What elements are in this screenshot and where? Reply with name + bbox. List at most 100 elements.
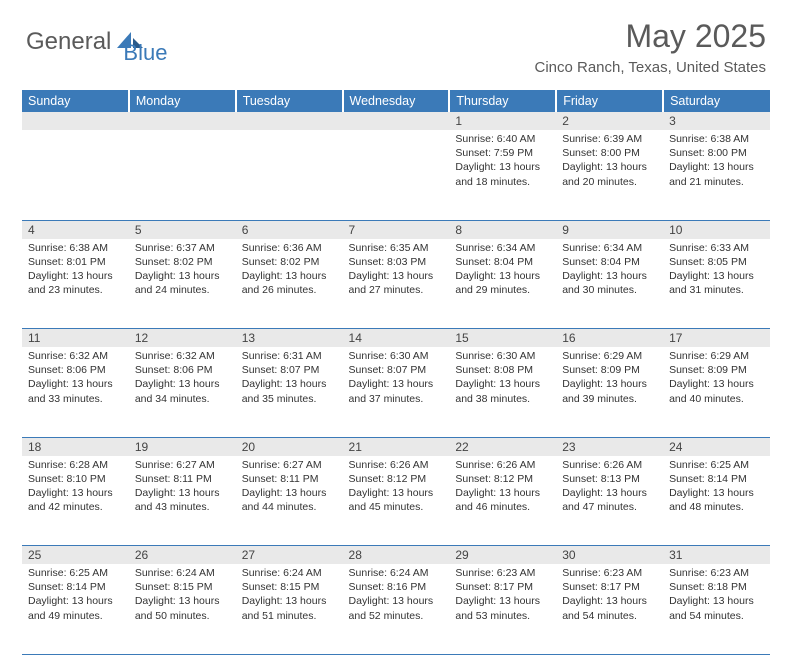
- sunset-line: Sunset: 8:09 PM: [669, 363, 764, 377]
- sunrise-line: Sunrise: 6:31 AM: [242, 349, 337, 363]
- daylight-line: Daylight: 13 hours and 40 minutes.: [669, 377, 764, 405]
- sunrise-line: Sunrise: 6:24 AM: [242, 566, 337, 580]
- day-content-cell: Sunrise: 6:39 AMSunset: 8:00 PMDaylight:…: [556, 130, 663, 220]
- sunset-line: Sunset: 7:59 PM: [455, 146, 550, 160]
- day-number-cell: 13: [236, 329, 343, 348]
- sunset-line: Sunset: 8:11 PM: [242, 472, 337, 486]
- sunrise-line: Sunrise: 6:26 AM: [349, 458, 444, 472]
- sunrise-line: Sunrise: 6:25 AM: [669, 458, 764, 472]
- day-content-cell: [22, 130, 129, 220]
- daylight-line: Daylight: 13 hours and 45 minutes.: [349, 486, 444, 514]
- month-title: May 2025: [534, 18, 766, 55]
- sunset-line: Sunset: 8:05 PM: [669, 255, 764, 269]
- sunrise-line: Sunrise: 6:34 AM: [455, 241, 550, 255]
- weekday-header: Sunday: [22, 90, 129, 112]
- day-details: Sunrise: 6:25 AMSunset: 8:14 PMDaylight:…: [663, 456, 770, 519]
- title-block: May 2025 Cinco Ranch, Texas, United Stat…: [534, 18, 766, 76]
- sunset-line: Sunset: 8:01 PM: [28, 255, 123, 269]
- daylight-line: Daylight: 13 hours and 46 minutes.: [455, 486, 550, 514]
- day-content-cell: Sunrise: 6:34 AMSunset: 8:04 PMDaylight:…: [556, 239, 663, 329]
- day-content-cell: Sunrise: 6:25 AMSunset: 8:14 PMDaylight:…: [663, 456, 770, 546]
- day-number-cell: 19: [129, 437, 236, 456]
- sunrise-line: Sunrise: 6:26 AM: [455, 458, 550, 472]
- day-number-cell: 20: [236, 437, 343, 456]
- day-content-cell: Sunrise: 6:34 AMSunset: 8:04 PMDaylight:…: [449, 239, 556, 329]
- day-details: Sunrise: 6:26 AMSunset: 8:13 PMDaylight:…: [556, 456, 663, 519]
- day-content-cell: Sunrise: 6:23 AMSunset: 8:17 PMDaylight:…: [556, 564, 663, 654]
- day-number-cell: 17: [663, 329, 770, 348]
- sunrise-line: Sunrise: 6:29 AM: [562, 349, 657, 363]
- day-number-cell: 2: [556, 112, 663, 130]
- sunrise-line: Sunrise: 6:38 AM: [669, 132, 764, 146]
- day-content-cell: Sunrise: 6:32 AMSunset: 8:06 PMDaylight:…: [129, 347, 236, 437]
- sunset-line: Sunset: 8:14 PM: [669, 472, 764, 486]
- sunrise-line: Sunrise: 6:23 AM: [562, 566, 657, 580]
- daylight-line: Daylight: 13 hours and 31 minutes.: [669, 269, 764, 297]
- day-number-cell: 12: [129, 329, 236, 348]
- weekday-header: Friday: [556, 90, 663, 112]
- day-details: Sunrise: 6:23 AMSunset: 8:17 PMDaylight:…: [449, 564, 556, 627]
- weekday-header: Saturday: [663, 90, 770, 112]
- daylight-line: Daylight: 13 hours and 27 minutes.: [349, 269, 444, 297]
- sunset-line: Sunset: 8:02 PM: [242, 255, 337, 269]
- day-details: Sunrise: 6:25 AMSunset: 8:14 PMDaylight:…: [22, 564, 129, 627]
- daylight-line: Daylight: 13 hours and 51 minutes.: [242, 594, 337, 622]
- sunset-line: Sunset: 8:10 PM: [28, 472, 123, 486]
- sunrise-line: Sunrise: 6:27 AM: [135, 458, 230, 472]
- sunrise-line: Sunrise: 6:35 AM: [349, 241, 444, 255]
- sunrise-line: Sunrise: 6:32 AM: [135, 349, 230, 363]
- sunset-line: Sunset: 8:17 PM: [562, 580, 657, 594]
- day-content-cell: Sunrise: 6:26 AMSunset: 8:13 PMDaylight:…: [556, 456, 663, 546]
- daylight-line: Daylight: 13 hours and 43 minutes.: [135, 486, 230, 514]
- daylight-line: Daylight: 13 hours and 29 minutes.: [455, 269, 550, 297]
- sunset-line: Sunset: 8:02 PM: [135, 255, 230, 269]
- day-content-cell: Sunrise: 6:24 AMSunset: 8:15 PMDaylight:…: [129, 564, 236, 654]
- day-number-cell: 31: [663, 546, 770, 565]
- daylight-line: Daylight: 13 hours and 21 minutes.: [669, 160, 764, 188]
- sunrise-line: Sunrise: 6:29 AM: [669, 349, 764, 363]
- day-details: Sunrise: 6:33 AMSunset: 8:05 PMDaylight:…: [663, 239, 770, 302]
- calendar-table: SundayMondayTuesdayWednesdayThursdayFrid…: [22, 90, 770, 655]
- day-content-cell: Sunrise: 6:23 AMSunset: 8:18 PMDaylight:…: [663, 564, 770, 654]
- day-number-cell: 7: [343, 220, 450, 239]
- day-content-cell: Sunrise: 6:33 AMSunset: 8:05 PMDaylight:…: [663, 239, 770, 329]
- daylight-line: Daylight: 13 hours and 26 minutes.: [242, 269, 337, 297]
- sunset-line: Sunset: 8:03 PM: [349, 255, 444, 269]
- header: General Blue May 2025 Cinco Ranch, Texas…: [0, 0, 792, 84]
- sunrise-line: Sunrise: 6:30 AM: [349, 349, 444, 363]
- location-text: Cinco Ranch, Texas, United States: [534, 59, 766, 76]
- weekday-header: Wednesday: [343, 90, 450, 112]
- sunset-line: Sunset: 8:07 PM: [349, 363, 444, 377]
- daylight-line: Daylight: 13 hours and 50 minutes.: [135, 594, 230, 622]
- sunset-line: Sunset: 8:00 PM: [669, 146, 764, 160]
- day-details: Sunrise: 6:24 AMSunset: 8:16 PMDaylight:…: [343, 564, 450, 627]
- sunrise-line: Sunrise: 6:40 AM: [455, 132, 550, 146]
- sunset-line: Sunset: 8:07 PM: [242, 363, 337, 377]
- day-number-cell: [129, 112, 236, 130]
- sunrise-line: Sunrise: 6:27 AM: [242, 458, 337, 472]
- day-content-cell: Sunrise: 6:24 AMSunset: 8:16 PMDaylight:…: [343, 564, 450, 654]
- sunrise-line: Sunrise: 6:26 AM: [562, 458, 657, 472]
- sunrise-line: Sunrise: 6:28 AM: [28, 458, 123, 472]
- sunset-line: Sunset: 8:15 PM: [242, 580, 337, 594]
- sunset-line: Sunset: 8:13 PM: [562, 472, 657, 486]
- sunrise-line: Sunrise: 6:24 AM: [349, 566, 444, 580]
- day-number-cell: 8: [449, 220, 556, 239]
- day-content-cell: Sunrise: 6:36 AMSunset: 8:02 PMDaylight:…: [236, 239, 343, 329]
- sunset-line: Sunset: 8:06 PM: [135, 363, 230, 377]
- day-number-cell: 10: [663, 220, 770, 239]
- day-content-cell: Sunrise: 6:29 AMSunset: 8:09 PMDaylight:…: [663, 347, 770, 437]
- day-number-cell: 24: [663, 437, 770, 456]
- day-content-row: Sunrise: 6:40 AMSunset: 7:59 PM Daylight:…: [22, 130, 770, 220]
- sunrise-line: Sunrise: 6:36 AM: [242, 241, 337, 255]
- day-details: Sunrise: 6:34 AMSunset: 8:04 PMDaylight:…: [449, 239, 556, 302]
- day-number-cell: 30: [556, 546, 663, 565]
- day-details: Sunrise: 6:32 AMSunset: 8:06 PMDaylight:…: [129, 347, 236, 410]
- day-details: Sunrise: 6:37 AMSunset: 8:02 PMDaylight:…: [129, 239, 236, 302]
- daylight-line: Daylight: 13 hours and 37 minutes.: [349, 377, 444, 405]
- day-number-cell: 23: [556, 437, 663, 456]
- daylight-line: Daylight: 13 hours and 34 minutes.: [135, 377, 230, 405]
- day-details: Sunrise: 6:39 AMSunset: 8:00 PMDaylight:…: [556, 130, 663, 193]
- sunrise-line: Sunrise: 6:32 AM: [28, 349, 123, 363]
- sunset-line: Sunset: 8:04 PM: [455, 255, 550, 269]
